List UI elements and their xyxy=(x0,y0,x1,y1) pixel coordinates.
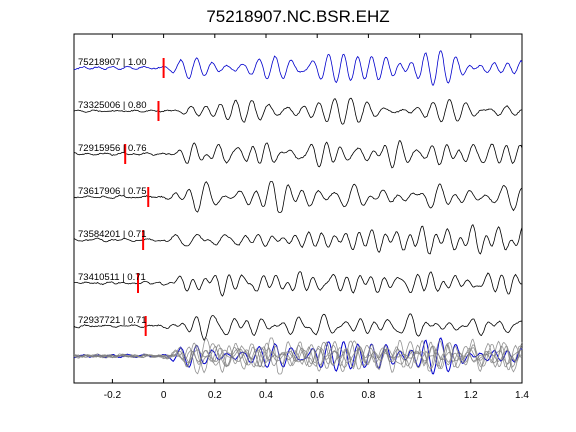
x-tick-label: 0.4 xyxy=(259,390,273,401)
x-tick-label: 0.6 xyxy=(310,390,324,401)
x-tick-label: 1.2 xyxy=(464,390,478,401)
x-axis: -0.2 0 0.2 0.4 0.6 0.8 1 1.2 1.4 xyxy=(104,34,529,401)
trace-label-5: 73584201 | 0.71 xyxy=(78,229,147,240)
trace-line-6 xyxy=(74,271,523,297)
x-tick-label: 1.4 xyxy=(515,390,529,401)
trace-label-3: 72915956 | 0.76 xyxy=(78,143,147,154)
trace-line-3 xyxy=(73,140,523,169)
trace-line-1 xyxy=(73,50,523,86)
plot-area-frame xyxy=(73,33,523,384)
x-tick-label: 1 xyxy=(417,390,423,401)
pick-markers xyxy=(124,58,165,336)
x-tick-label: 0.8 xyxy=(361,390,375,401)
trace-label-2: 73325006 | 0.80 xyxy=(78,100,147,111)
stack-trace-7 xyxy=(73,341,523,374)
trace-labels: 75218907 | 1.00 73325006 | 0.80 72915956 |… xyxy=(78,57,147,326)
x-tick-label: 0 xyxy=(161,390,167,401)
overlay-stack xyxy=(73,337,523,375)
trace-line-7 xyxy=(73,313,523,341)
trace-line-5 xyxy=(73,224,523,255)
chart-title: 75218907.NC.BSR.EHZ xyxy=(206,7,389,26)
x-tick-label: 0.2 xyxy=(208,390,222,401)
x-tick-label: -0.2 xyxy=(104,390,122,401)
trace-label-6: 73410511 | 0.71 xyxy=(78,272,146,283)
trace-label-7: 72937721 | 0.71 xyxy=(78,315,147,326)
trace-line-2 xyxy=(73,97,523,125)
trace-label-1: 75218907 | 1.00 xyxy=(78,57,147,68)
trace-label-4: 73617906 | 0.75 xyxy=(78,186,147,197)
